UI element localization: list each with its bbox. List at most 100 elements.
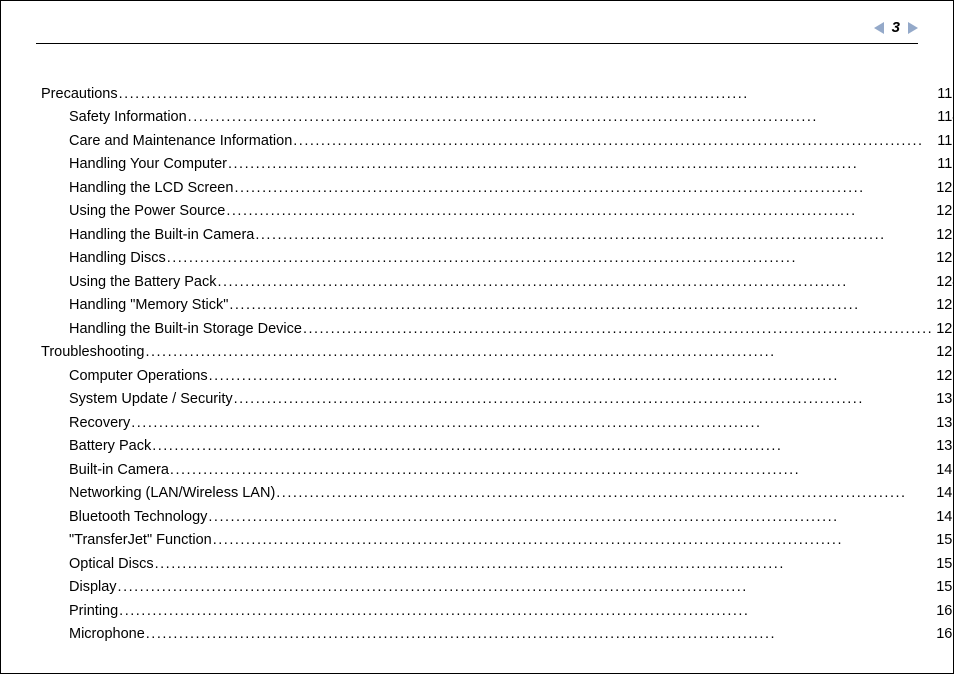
toc-leader — [155, 553, 934, 576]
toc-entry-label: Troubleshooting — [41, 341, 144, 364]
toc-leader — [234, 177, 933, 200]
toc-entry-page: 153 — [934, 553, 954, 576]
toc-leader — [276, 482, 933, 505]
toc-entry[interactable]: Bluetooth Technology 147 — [41, 506, 954, 529]
toc-leader — [119, 83, 935, 106]
toc-entry[interactable]: Printing162 — [41, 600, 954, 623]
toc-entry[interactable]: "TransferJet" Function 151 — [41, 529, 954, 552]
toc-entry-page: 125 — [934, 294, 954, 317]
toc-entry[interactable]: Battery Pack 139 — [41, 435, 954, 458]
toc-entry[interactable]: System Update / Security135 — [41, 388, 954, 411]
toc-entry[interactable]: Handling the Built-in Camera122 — [41, 224, 954, 247]
toc-leader — [234, 388, 934, 411]
toc-leader — [118, 576, 934, 599]
toc-leader — [145, 341, 933, 364]
toc-entry-label: Precautions — [41, 83, 118, 106]
toc-entry-label: Printing — [41, 600, 118, 623]
toc-leader — [228, 153, 934, 176]
page-header: 3 — [874, 19, 918, 36]
toc-entry[interactable]: Microphone 163 — [41, 623, 954, 646]
toc-entry-page: 147 — [934, 506, 954, 529]
toc-entry[interactable]: Precautions 113 — [41, 83, 954, 106]
toc-leader — [303, 318, 933, 341]
toc-entry[interactable]: Recovery 136 — [41, 412, 954, 435]
toc-leader — [209, 365, 934, 388]
toc-entry-page: 136 — [934, 412, 954, 435]
toc-leader — [218, 271, 934, 294]
toc-entry-page: 139 — [934, 435, 954, 458]
toc-entry[interactable]: Display 158 — [41, 576, 954, 599]
toc-leader — [255, 224, 933, 247]
toc-leader — [229, 294, 933, 317]
toc-entry-label: Care and Maintenance Information — [41, 130, 292, 153]
toc-entry[interactable]: Using the Battery Pack 124 — [41, 271, 954, 294]
toc-leader — [146, 623, 933, 646]
toc-leader — [167, 247, 933, 270]
page-number: 3 — [890, 19, 902, 36]
toc-entry-page: 123 — [934, 247, 954, 270]
prev-page-icon[interactable] — [874, 22, 884, 34]
toc-entry[interactable]: Troubleshooting 127 — [41, 341, 954, 364]
next-page-icon[interactable] — [908, 22, 918, 34]
toc-entry-page: 143 — [934, 482, 954, 505]
toc-entry-label: Recovery — [41, 412, 130, 435]
toc-entry-page: 127 — [934, 341, 954, 364]
toc-entry[interactable]: Optical Discs 153 — [41, 553, 954, 576]
toc-entry-page: 124 — [934, 271, 954, 294]
toc-leader — [213, 529, 933, 552]
toc-entry[interactable]: Handling Your Computer 118 — [41, 153, 954, 176]
toc-leader — [131, 412, 933, 435]
toc-entry[interactable]: Safety Information 114 — [41, 106, 954, 129]
toc-entry-label: Built-in Camera — [41, 459, 169, 482]
toc-entry-page: 126 — [934, 318, 954, 341]
toc-entry-label: Handling Your Computer — [41, 153, 227, 176]
toc-entry-label: Display — [41, 576, 117, 599]
toc-entry-page: 129 — [934, 365, 954, 388]
toc-entry-label: Optical Discs — [41, 553, 154, 576]
toc-entry-label: Handling "Memory Stick" — [41, 294, 228, 317]
toc-entry-label: Handling the Built-in Storage Device — [41, 318, 302, 341]
toc-entry-page: 113 — [935, 83, 954, 106]
toc-entry-page: 117 — [935, 130, 954, 153]
toc-entry[interactable]: Using the Power Source 121 — [41, 200, 954, 223]
toc-entry[interactable]: Handling the Built-in Storage Device 126 — [41, 318, 954, 341]
toc-entry-page: 141 — [934, 459, 954, 482]
toc-leader — [119, 600, 933, 623]
toc-entry-label: Using the Power Source — [41, 200, 225, 223]
toc-entry[interactable]: Handling the LCD Screen 120 — [41, 177, 954, 200]
toc-entry[interactable]: Care and Maintenance Information 117 — [41, 130, 954, 153]
toc-entry-page: 163 — [934, 623, 954, 646]
toc-entry[interactable]: Handling Discs 123 — [41, 247, 954, 270]
toc-entry-label: Bluetooth Technology — [41, 506, 207, 529]
toc-entry-label: Handling the LCD Screen — [41, 177, 233, 200]
toc-leader — [208, 506, 933, 529]
toc-leader — [170, 459, 933, 482]
toc-entry-label: Handling Discs — [41, 247, 166, 270]
toc-entry-label: Using the Battery Pack — [41, 271, 217, 294]
toc-leader — [188, 106, 935, 129]
toc-entry-label: Networking (LAN/Wireless LAN) — [41, 482, 275, 505]
toc-entry[interactable]: Computer Operations 129 — [41, 365, 954, 388]
toc-leader — [293, 130, 934, 153]
toc-entry[interactable]: Handling "Memory Stick" 125 — [41, 294, 954, 317]
header-rule — [36, 43, 918, 44]
toc-entry-label: Computer Operations — [41, 365, 208, 388]
toc-entry-label: Battery Pack — [41, 435, 151, 458]
toc-entry[interactable]: Networking (LAN/Wireless LAN) 143 — [41, 482, 954, 505]
toc-entry-page: 122 — [934, 224, 954, 247]
toc-entry-page: 151 — [934, 529, 954, 552]
toc-entry-label: "TransferJet" Function — [41, 529, 212, 552]
toc-entry-label: Safety Information — [41, 106, 187, 129]
toc-entry-label: System Update / Security — [41, 388, 233, 411]
toc-entry-page: 118 — [935, 153, 954, 176]
toc-entry-page: 120 — [934, 177, 954, 200]
toc-entry[interactable]: Built-in Camera 141 — [41, 459, 954, 482]
toc-content: Precautions113Safety Information114Care … — [41, 83, 913, 641]
toc-entry-page: 158 — [934, 576, 954, 599]
toc-entry-label: Microphone — [41, 623, 145, 646]
toc-leader — [226, 200, 933, 223]
toc-entry-page: 114 — [935, 106, 954, 129]
toc-leader — [152, 435, 933, 458]
toc-entry-page: 121 — [934, 200, 954, 223]
toc-left-column: Precautions113Safety Information114Care … — [41, 83, 954, 641]
